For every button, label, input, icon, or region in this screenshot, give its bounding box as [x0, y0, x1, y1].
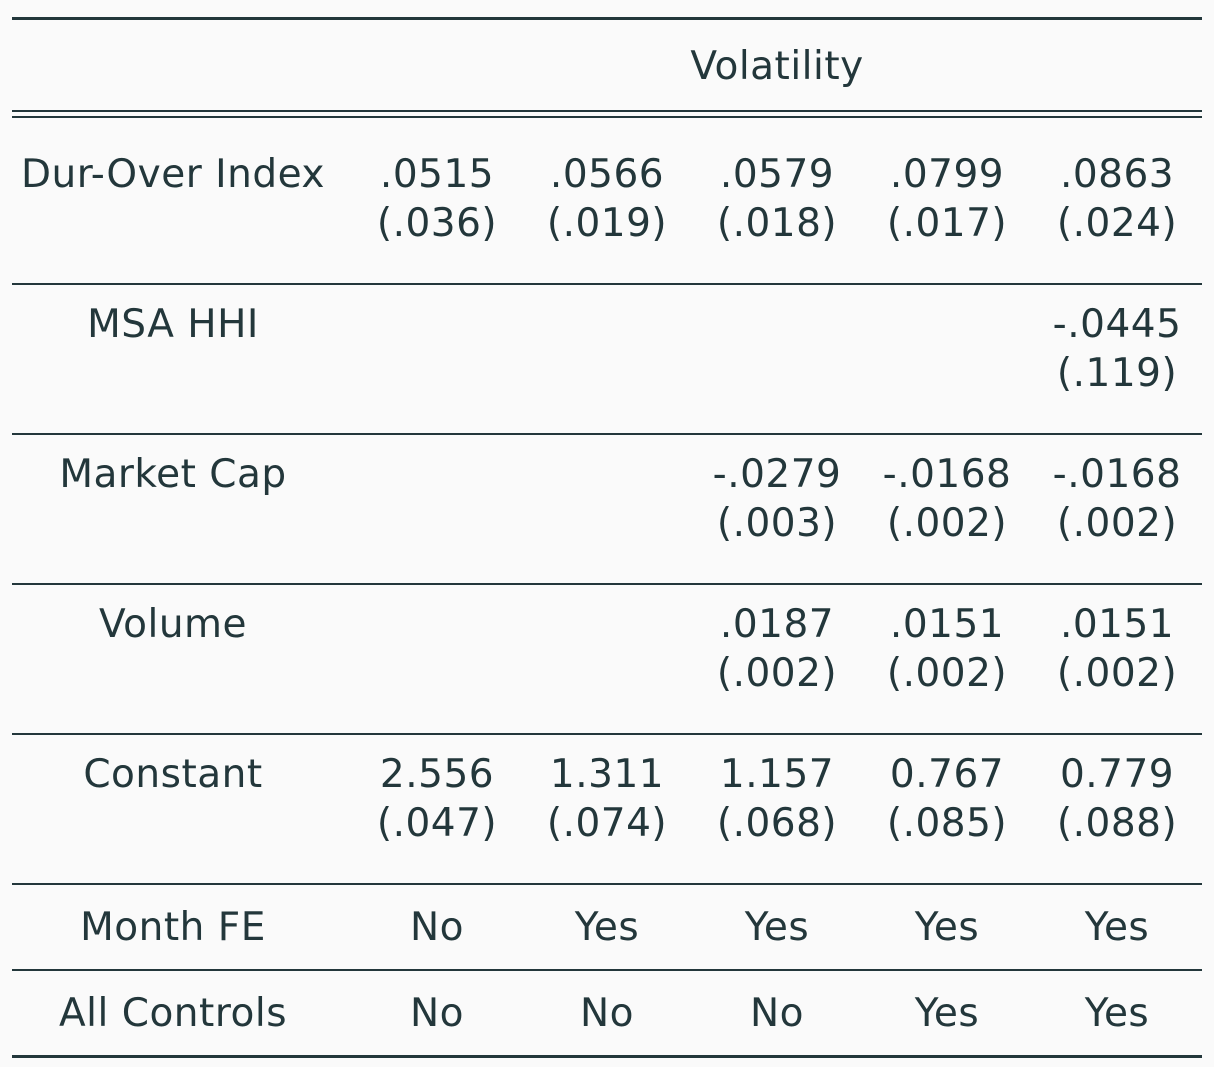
coefficient-cell: .0579 [719, 152, 835, 197]
standard-error-row-msa-hhi: (.119) [12, 347, 1203, 435]
coefficient-cell: .0799 [889, 152, 1005, 197]
regression-table: Volatility Dur-Over Index .0515 .0566 .0579… [12, 17, 1203, 1058]
standard-error-cell: (.002) [1032, 647, 1203, 735]
standard-error-cell: (.085) [862, 797, 1032, 885]
coefficient-cell: .0151 [1059, 602, 1175, 647]
coefficient-cell: 2.556 [379, 752, 495, 797]
coefficient-cell [862, 284, 1032, 347]
standard-error-cell: (.068) [692, 797, 862, 885]
indicator-cell: Yes [522, 884, 692, 971]
empty-label-cell [12, 347, 352, 435]
row-label: Constant [83, 752, 263, 797]
indicator-cell: Yes [862, 884, 1032, 971]
standard-error-cell: (.002) [862, 647, 1032, 735]
header-empty-cell [12, 17, 352, 111]
standard-error-cell: (.002) [692, 647, 862, 735]
coefficient-row-market-cap: Market Cap -.0279 -.0168 -.0168 [12, 434, 1202, 497]
coefficient-cell: .0515 [379, 152, 495, 197]
coefficient-cell: 1.157 [719, 752, 835, 797]
empty-label-cell [12, 197, 352, 285]
coefficient-cell [522, 584, 692, 647]
coefficient-row-dur-over-index: Dur-Over Index .0515 .0566 .0579 .0799 .0863 [12, 117, 1202, 197]
row-label: All Controls [12, 970, 352, 1058]
header-double-rule-cell [12, 110, 1203, 118]
coefficient-cell [522, 434, 692, 497]
standard-error-cell: (.018) [692, 197, 862, 285]
coefficient-row-msa-hhi: MSA HHI -.0445 [12, 284, 1202, 347]
coefficient-cell: .0863 [1059, 152, 1175, 197]
coefficient-cell: .0151 [889, 602, 1005, 647]
standard-error-cell: (.003) [692, 497, 862, 585]
standard-error-cell: (.002) [862, 497, 1032, 585]
header-row: Volatility [12, 17, 1203, 111]
coefficient-cell [692, 284, 862, 347]
empty-label-cell [12, 497, 352, 585]
standard-error-cell: (.017) [862, 197, 1032, 285]
coefficient-cell: -.0279 [712, 452, 842, 497]
indicator-cell: Yes [1032, 884, 1203, 971]
coefficient-cell [352, 584, 522, 647]
indicator-cell: Yes [862, 970, 1032, 1058]
row-label: Month FE [12, 884, 352, 971]
coefficient-cell [352, 434, 522, 497]
standard-error-cell [352, 497, 522, 585]
standard-error-cell [522, 347, 692, 435]
row-label: MSA HHI [87, 302, 259, 347]
indicator-row-all-controls: All Controls No No No Yes Yes [12, 970, 1203, 1058]
coefficient-cell: 0.779 [1059, 752, 1175, 797]
coefficient-cell: .0187 [719, 602, 835, 647]
dependent-variable-header: Volatility [352, 17, 1203, 111]
standard-error-cell: (.074) [522, 797, 692, 885]
indicator-cell: No [352, 970, 522, 1058]
coefficient-cell: 0.767 [889, 752, 1005, 797]
regression-table-container: Volatility Dur-Over Index .0515 .0566 .0579… [12, 17, 1203, 1058]
coefficient-cell: -.0445 [1052, 302, 1182, 347]
coefficient-cell [522, 284, 692, 347]
standard-error-cell: (.024) [1032, 197, 1203, 285]
standard-error-cell [862, 347, 1032, 435]
standard-error-cell [522, 647, 692, 735]
coefficient-cell [352, 284, 522, 347]
coefficient-cell: 1.311 [549, 752, 665, 797]
standard-error-cell: (.002) [1032, 497, 1203, 585]
indicator-cell: Yes [1032, 970, 1203, 1058]
coefficient-row-constant: Constant 2.556 1.311 1.157 0.767 0.779 [12, 734, 1202, 797]
coefficient-cell: -.0168 [1052, 452, 1182, 497]
indicator-cell: No [352, 884, 522, 971]
empty-label-cell [12, 647, 352, 735]
standard-error-row-dur-over-index: (.036) (.019) (.018) (.017) (.024) [12, 197, 1203, 285]
standard-error-cell: (.019) [522, 197, 692, 285]
coefficient-cell: .0566 [549, 152, 665, 197]
empty-label-cell [12, 797, 352, 885]
standard-error-row-constant: (.047) (.074) (.068) (.085) (.088) [12, 797, 1203, 885]
standard-error-cell [692, 347, 862, 435]
table-body: Volatility Dur-Over Index .0515 .0566 .0579… [12, 17, 1203, 1058]
standard-error-cell: (.119) [1032, 347, 1203, 435]
indicator-cell: Yes [692, 884, 862, 971]
coefficient-cell: -.0168 [882, 452, 1012, 497]
row-label: Volume [98, 602, 248, 647]
standard-error-row-volume: (.002) (.002) (.002) [12, 647, 1203, 735]
standard-error-cell [352, 347, 522, 435]
coefficient-row-volume: Volume .0187 .0151 .0151 [12, 584, 1202, 647]
standard-error-cell: (.047) [352, 797, 522, 885]
row-label: Dur-Over Index [20, 152, 325, 197]
standard-error-cell [352, 647, 522, 735]
indicator-row-month-fe: Month FE No Yes Yes Yes Yes [12, 884, 1203, 971]
indicator-cell: No [522, 970, 692, 1058]
standard-error-cell: (.036) [352, 197, 522, 285]
indicator-cell: No [692, 970, 862, 1058]
standard-error-cell [522, 497, 692, 585]
standard-error-cell: (.088) [1032, 797, 1203, 885]
header-double-rule [12, 110, 1203, 118]
row-label: Market Cap [59, 452, 287, 497]
standard-error-row-market-cap: (.003) (.002) (.002) [12, 497, 1203, 585]
